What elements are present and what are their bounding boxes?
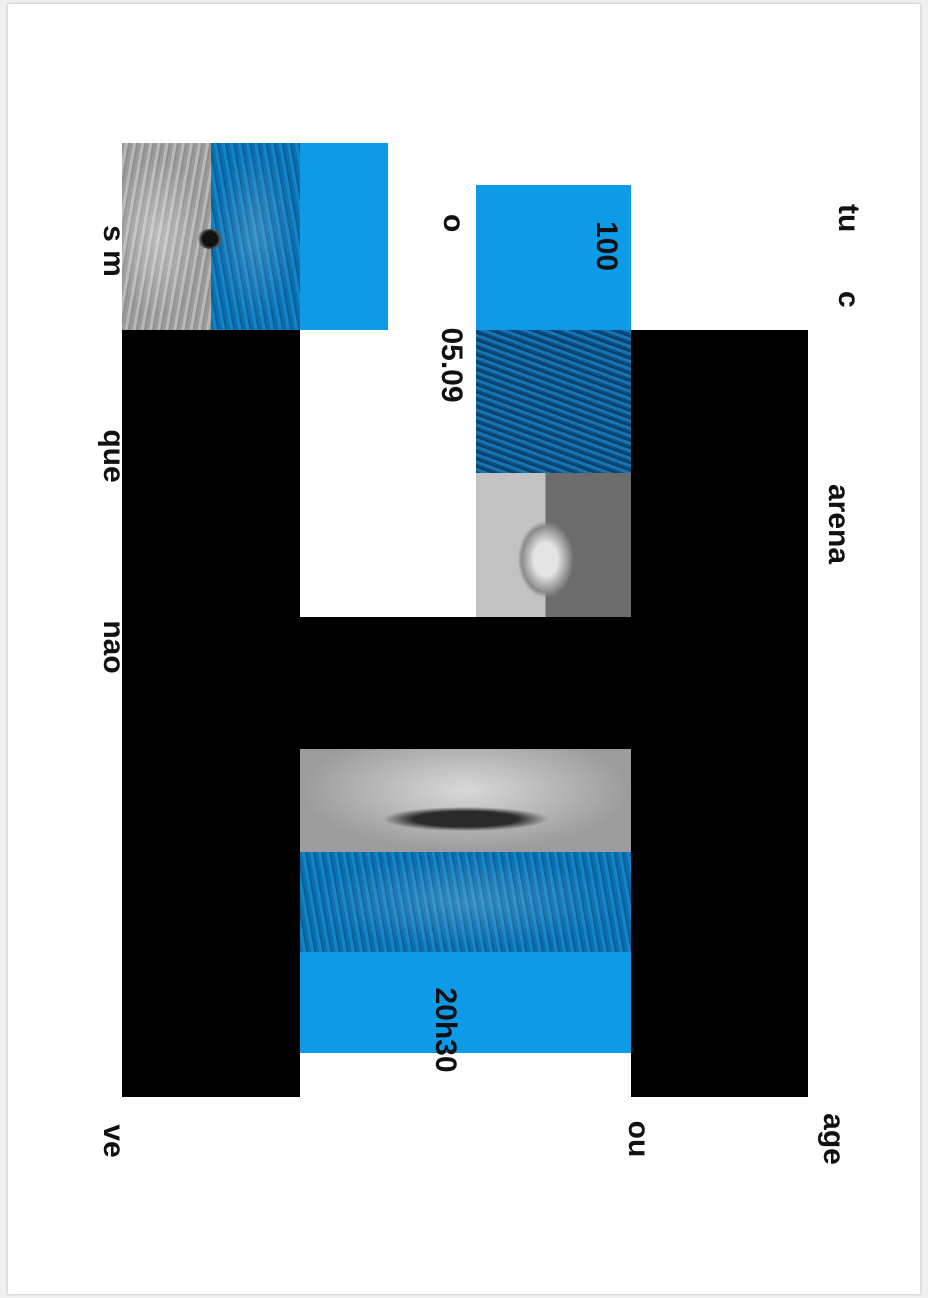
hair-photo-blue (476, 330, 631, 473)
word-ou: ou (622, 1120, 655, 1158)
word-tu: tu (832, 204, 865, 233)
h-bar-right (631, 330, 808, 1097)
word-age: age (817, 1113, 850, 1165)
word-que: que (97, 429, 130, 483)
word-time: 20h30 (429, 987, 462, 1073)
word-nao: nao (97, 620, 130, 674)
word-c: c (832, 291, 865, 308)
blue-block-top-left (300, 143, 388, 330)
word-number: 100 (590, 220, 623, 272)
ear-photo (476, 473, 631, 617)
h-crossbar (300, 617, 631, 749)
word-o: o (437, 214, 470, 233)
lips-photo (300, 749, 631, 852)
eye-photo-gray (122, 143, 211, 330)
word-date: 05.09 (435, 327, 468, 403)
blue-block-number (476, 185, 631, 330)
word-s-m: s m (97, 225, 130, 277)
word-arena: arena (822, 483, 855, 565)
blue-block-time (300, 952, 631, 1053)
poster-sheet: tu c arena age 100 o 05.09 20h30 ou s m … (8, 4, 920, 1294)
eye-photo-blue (197, 143, 300, 330)
chin-photo-blue (300, 852, 631, 952)
word-ve: ve (97, 1124, 130, 1158)
eye-mark (197, 229, 223, 249)
h-bar-left (122, 330, 300, 1097)
